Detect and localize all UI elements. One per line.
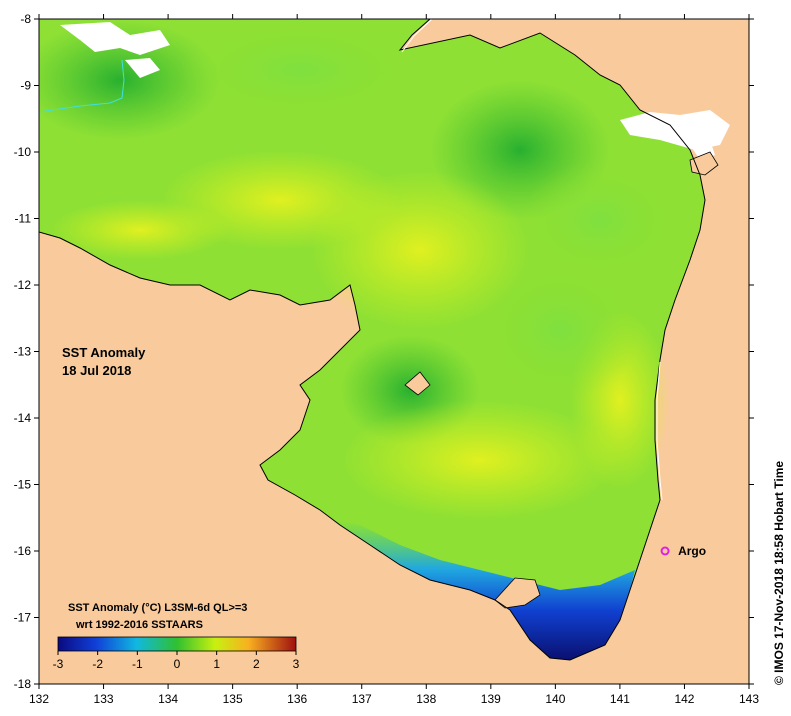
colorbar-tick-label: 1 <box>213 657 220 671</box>
colorbar <box>57 636 297 652</box>
x-axis: 132 133 134 135 136 137 138 139 140 141 142 143 <box>29 14 759 706</box>
y-tick-label: -9 <box>20 79 31 93</box>
x-tick-label: 134 <box>158 692 178 706</box>
y-axis: -8-9-10-11-12-13-14-15-16-17-18 <box>14 12 754 691</box>
y-tick-label: -12 <box>14 278 32 292</box>
y-tick-label: -16 <box>14 544 32 558</box>
coastline-inner <box>401 19 663 501</box>
argo-marker-dot <box>660 546 670 556</box>
x-tick-label: 137 <box>352 692 372 706</box>
x-tick-label: 140 <box>545 692 565 706</box>
islands <box>404 151 719 609</box>
argo-marker: Argo <box>660 544 706 558</box>
y-tick-label: -14 <box>14 411 32 425</box>
coastline <box>39 19 706 661</box>
credit-text: © IMOS 17-Nov-2018 18:58 Hobart Time <box>772 461 786 685</box>
colorbar-tick-label: 2 <box>253 657 260 671</box>
colorbar-tick-label: -1 <box>132 657 143 671</box>
anomaly-patches <box>39 20 680 520</box>
y-tick-label: -8 <box>20 12 31 26</box>
y-tick-label: -15 <box>14 478 32 492</box>
map-title-line1: SST Anomaly <box>62 345 146 360</box>
x-tick-label: 136 <box>287 692 307 706</box>
x-tick-label: 132 <box>29 692 49 706</box>
map-title-line2: 18 Jul 2018 <box>62 363 131 378</box>
y-tick-label: -17 <box>14 611 32 625</box>
y-tick-label: -18 <box>14 677 32 691</box>
x-tick-label: 133 <box>94 692 114 706</box>
argo-marker-label: Argo <box>678 544 706 558</box>
x-tick-label: 141 <box>610 692 630 706</box>
cold-anomaly-zone <box>330 520 635 660</box>
legend-line1: SST Anomaly (°C) L3SM-6d QL>=3 <box>68 602 247 614</box>
colorbar-tick-label: 3 <box>293 657 300 671</box>
map-content <box>39 19 749 684</box>
x-tick-label: 135 <box>223 692 243 706</box>
x-tick-label: 138 <box>416 692 436 706</box>
colorbar-tick-label: 0 <box>174 657 181 671</box>
y-tick-label: -11 <box>15 212 32 226</box>
legend-line2: wrt 1992-2016 SSTAARS <box>75 619 203 631</box>
colorbar-ticks: -3 -2 -1 0 1 2 3 <box>53 651 300 671</box>
y-tick-label: -10 <box>14 145 32 159</box>
boundary-line <box>39 59 125 113</box>
x-tick-label: 142 <box>674 692 694 706</box>
missing-data <box>60 22 730 160</box>
colorbar-tick-label: -2 <box>92 657 103 671</box>
colorbar-tick-label: -3 <box>53 657 64 671</box>
x-tick-label: 143 <box>739 692 759 706</box>
x-tick-label: 139 <box>481 692 501 706</box>
y-tick-label: -13 <box>14 345 32 359</box>
